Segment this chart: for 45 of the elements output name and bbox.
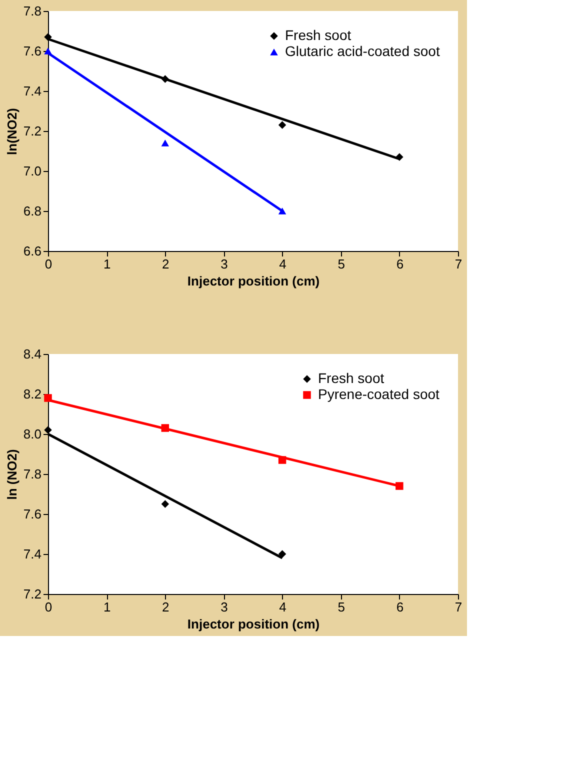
legend-label: Pyrene-coated soot (318, 386, 440, 402)
x-tick-label: 1 (103, 256, 111, 272)
y-tick-label: 7.0 (23, 164, 42, 178)
point (161, 500, 170, 508)
y-tick-label: 8.4 (23, 346, 42, 362)
y-tick-label: 7.6 (23, 506, 42, 522)
x-tick-label: 3 (220, 600, 228, 614)
x-axis-title: Injector position (cm) (187, 274, 320, 288)
x-axis-title: Injector position (cm) (187, 616, 320, 632)
x-tick-label: 2 (162, 600, 170, 614)
x-tick-label: 1 (103, 600, 111, 614)
y-tick-label: 7.6 (23, 44, 42, 58)
y-tick-label: 7.8 (23, 466, 42, 482)
x-tick-label: 4 (279, 600, 286, 614)
y-tick-label: 8.2 (23, 386, 42, 402)
point (44, 394, 52, 402)
x-tick-label: 0 (44, 256, 52, 272)
y-tick-label: 7.2 (23, 124, 42, 138)
x-tick-label: 7 (454, 256, 462, 272)
y-tick-label: 7.4 (23, 84, 42, 98)
x-tick-label: 5 (338, 256, 345, 272)
y-tick-label: 6.8 (23, 204, 42, 218)
y-tick-label: 7.2 (23, 586, 42, 602)
y-tick-label: 8.0 (23, 426, 42, 442)
x-tick-label: 6 (396, 600, 404, 614)
point (161, 140, 170, 146)
x-tick-label: 2 (162, 256, 170, 272)
legend-label: Fresh soot (318, 370, 384, 386)
x-tick-label: 4 (279, 256, 286, 272)
x-tick-label: 6 (396, 256, 404, 272)
point (278, 121, 286, 129)
x-tick-label: 0 (44, 600, 52, 614)
y-axis-title: ln(NO2) (4, 108, 20, 155)
y-axis-title: ln (NO2) (4, 449, 20, 500)
legend-label: Glutaric acid-coated soot (285, 43, 440, 59)
point (278, 550, 286, 558)
x-tick-label: 7 (454, 600, 462, 614)
point (396, 482, 404, 490)
legend-label: Fresh soot (285, 27, 352, 43)
y-tick-label: 7.8 (23, 4, 42, 18)
x-tick-label: 3 (220, 256, 228, 272)
x-tick-label: 5 (338, 600, 345, 614)
y-tick-label: 7.4 (23, 546, 42, 562)
y-tick-label: 6.6 (23, 244, 42, 258)
point (44, 426, 52, 434)
